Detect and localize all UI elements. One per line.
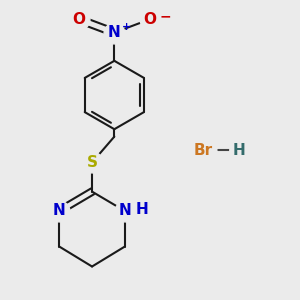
- Text: −: −: [159, 9, 171, 23]
- Text: N: N: [118, 203, 131, 218]
- Text: Br: Br: [194, 142, 213, 158]
- Text: H: H: [136, 202, 148, 217]
- Text: O: O: [143, 12, 157, 27]
- Text: S: S: [86, 155, 98, 170]
- Text: O: O: [72, 12, 85, 27]
- Text: H: H: [233, 142, 245, 158]
- Text: N: N: [53, 203, 66, 218]
- Text: N: N: [108, 25, 121, 40]
- Text: +: +: [122, 22, 131, 32]
